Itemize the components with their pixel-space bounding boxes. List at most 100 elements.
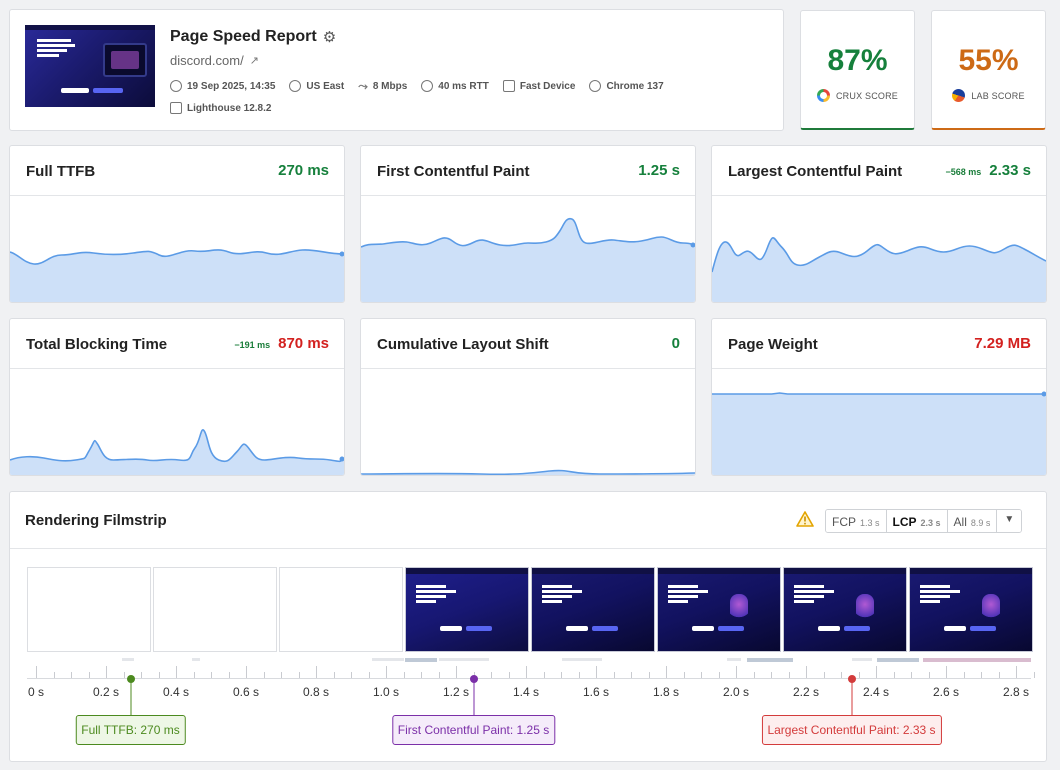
filmstrip-frame[interactable] [783, 567, 907, 652]
filmstrip-frame[interactable] [531, 567, 655, 652]
axis-tick [683, 672, 685, 678]
chevron-down-icon[interactable]: ▼ [997, 510, 1022, 532]
axis-tick [368, 672, 370, 678]
bandwidth-icon: ⤳ [358, 79, 368, 93]
report-header: Page Speed Report ⚙ discord.com/ ↗ 19 Se… [9, 9, 784, 131]
axis-tick [631, 672, 632, 678]
gear-icon[interactable]: ⚙ [322, 28, 337, 46]
axis-tick [981, 672, 982, 678]
timeline-marker-dot [469, 675, 478, 683]
axis-tick [88, 672, 90, 678]
metric-card-lcp[interactable]: Largest Contentful Paint −568 ms 2.33 s [711, 145, 1047, 303]
axis-tick [858, 672, 860, 678]
filmstrip-frame[interactable] [405, 567, 529, 652]
axis-tick-label: 0.4 s [162, 685, 190, 699]
metric-card-fcp[interactable]: First Contentful Paint 1.25 s [360, 145, 696, 303]
meta-device: Fast Device [502, 80, 575, 92]
chrome-icon [589, 80, 602, 92]
axis-tick [666, 666, 667, 678]
timeline-marker-line [130, 682, 131, 715]
axis-tick [718, 672, 720, 678]
axis-tick [736, 666, 737, 678]
meta-browser: Chrome 137 [589, 80, 664, 92]
axis-tick-label: 1.0 s [372, 685, 400, 699]
axis-tick [228, 672, 230, 678]
axis-tick [508, 672, 510, 678]
axis-tick-label: 1.2 s [442, 685, 470, 699]
axis-tick-label: 0.2 s [92, 685, 120, 699]
axis-tick [211, 672, 212, 678]
tested-url[interactable]: discord.com/ [170, 53, 244, 68]
rendering-filmstrip: Rendering Filmstrip FCP 1.3 s LCP 2.3 s Al… [9, 491, 1047, 762]
request-waterfall-strip [122, 658, 1031, 662]
filmstrip-frame[interactable] [27, 567, 151, 652]
axis-tick-label: 2.6 s [932, 685, 960, 699]
filmstrip-frame[interactable] [153, 567, 277, 652]
axis-tick [893, 672, 895, 678]
filter-lcp-button[interactable]: LCP 2.3 s [886, 510, 948, 532]
metric-card-ttfb[interactable]: Full TTFB 270 ms [9, 145, 345, 303]
metric-card-cls[interactable]: Cumulative Layout Shift 0 [360, 318, 696, 476]
axis-tick [823, 672, 825, 678]
axis-tick [333, 672, 335, 678]
axis-tick-label: 1.8 s [652, 685, 680, 699]
axis-tick [526, 666, 527, 678]
axis-tick [753, 672, 755, 678]
warning-icon[interactable] [796, 511, 814, 527]
meta-lighthouse: Lighthouse 12.8.2 [170, 102, 271, 114]
axis-tick-label: 2.4 s [862, 685, 890, 699]
metric-history-chart [10, 370, 344, 475]
filmstrip-frames [27, 567, 1033, 652]
filmstrip-frame[interactable] [657, 567, 781, 652]
metric-history-chart [712, 370, 1046, 475]
metric-history-chart [10, 197, 344, 302]
metric-card-page-weight[interactable]: Page Weight 7.29 MB [711, 318, 1047, 476]
filmstrip-frame[interactable] [279, 567, 403, 652]
axis-tick [946, 666, 947, 678]
timeline-axis [27, 666, 1035, 679]
meta-location: US East [289, 80, 344, 92]
axis-tick [1033, 672, 1035, 678]
axis-tick [491, 672, 492, 678]
lab-score-card[interactable]: 55% LAB SCORE [931, 10, 1046, 130]
axis-tick [298, 672, 300, 678]
external-link-icon[interactable]: ↗ [249, 55, 259, 67]
page-screenshot-thumbnail [25, 25, 155, 107]
globe-icon [289, 80, 302, 92]
axis-tick-label: 0.6 s [232, 685, 260, 699]
cpu-icon [502, 80, 515, 92]
timeline-marker-label[interactable]: Full TTFB: 270 ms [75, 715, 186, 745]
metric-value: 7.29 MB [974, 335, 1031, 352]
axis-tick-label: 1.6 s [582, 685, 610, 699]
timeline-marker-label[interactable]: First Contentful Paint: 1.25 s [391, 715, 556, 745]
axis-tick [578, 672, 580, 678]
axis-tick [928, 672, 930, 678]
axis-tick [386, 666, 387, 678]
metric-history-chart [712, 197, 1046, 302]
lighthouse-icon [170, 102, 182, 114]
timeline-marker-label[interactable]: Largest Contentful Paint: 2.33 s [761, 715, 942, 745]
axis-tick-label: 0 s [27, 685, 45, 699]
filter-all-button[interactable]: All 8.9 s [947, 510, 998, 532]
axis-tick [998, 672, 1000, 678]
axis-tick [561, 672, 562, 678]
lab-score-value: 55% [958, 44, 1019, 77]
meta-latency: 40 ms RTT [421, 80, 489, 92]
axis-tick [316, 666, 317, 678]
axis-tick [648, 672, 650, 678]
crux-score-card[interactable]: 87% CRUX SCORE [800, 10, 915, 130]
axis-tick [596, 666, 597, 678]
axis-tick-label: 2.0 s [722, 685, 750, 699]
crux-logo-icon [816, 89, 830, 102]
axis-tick [963, 672, 965, 678]
axis-tick [176, 666, 177, 678]
axis-tick [123, 672, 125, 678]
filter-fcp-button[interactable]: FCP 1.3 s [826, 510, 887, 532]
metric-card-tbt[interactable]: Total Blocking Time −191 ms 870 ms [9, 318, 345, 476]
axis-tick [911, 672, 912, 678]
axis-tick [701, 672, 702, 678]
metric-value: 1.25 s [638, 162, 680, 179]
axis-tick [403, 672, 405, 678]
axis-tick [106, 666, 107, 678]
filmstrip-frame[interactable] [909, 567, 1033, 652]
